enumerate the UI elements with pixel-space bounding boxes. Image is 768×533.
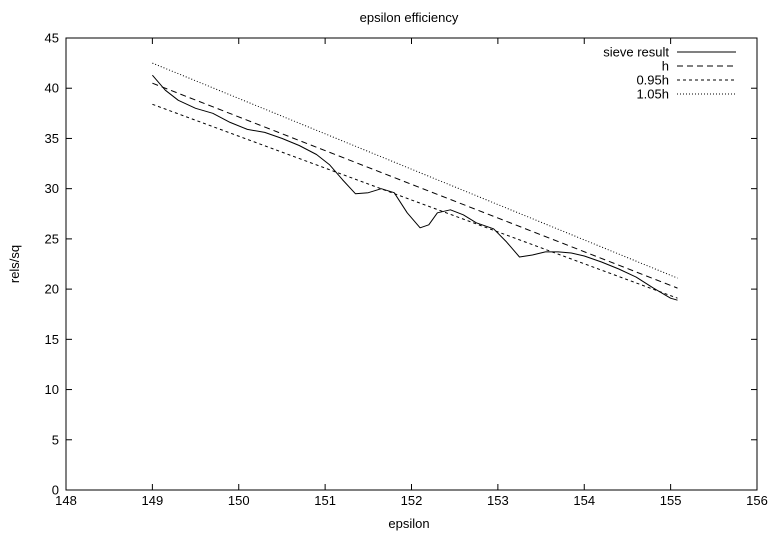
x-tick-label: 156 bbox=[746, 493, 768, 508]
y-axis-ticks: 0 5 10 15 20 25 30 35 40 45 bbox=[45, 31, 757, 498]
y-tick-label: 45 bbox=[45, 31, 59, 46]
x-tick-label: 155 bbox=[660, 493, 682, 508]
x-tick-label: 151 bbox=[314, 493, 336, 508]
y-tick-label: 15 bbox=[45, 332, 59, 347]
legend-label-h: h bbox=[662, 59, 669, 74]
y-axis-label: rels/sq bbox=[7, 245, 22, 283]
chart-title: epsilon efficiency bbox=[360, 10, 459, 25]
series-line-sieve-result bbox=[152, 74, 678, 301]
legend-label-0-95h: 0.95h bbox=[636, 73, 669, 88]
x-tick-label: 148 bbox=[55, 493, 77, 508]
legend-label-1-05h: 1.05h bbox=[636, 87, 669, 102]
plot-frame bbox=[65, 37, 758, 491]
y-tick-label: 5 bbox=[52, 432, 59, 447]
x-tick-label: 149 bbox=[142, 493, 164, 508]
x-tick-label: 152 bbox=[401, 493, 423, 508]
series-line-0-95h bbox=[152, 103, 678, 299]
x-tick-label: 150 bbox=[228, 493, 250, 508]
y-tick-label: 20 bbox=[45, 282, 59, 297]
y-tick-label: 0 bbox=[52, 483, 59, 498]
x-axis-label: epsilon bbox=[388, 516, 429, 531]
legend-label-sieve-result: sieve result bbox=[603, 45, 669, 60]
y-tick-label: 10 bbox=[45, 382, 59, 397]
y-tick-label: 25 bbox=[45, 231, 59, 246]
series-line-h bbox=[152, 82, 678, 289]
x-tick-label: 154 bbox=[573, 493, 595, 508]
series-line-1-05h bbox=[152, 62, 678, 279]
x-axis-ticks: 148 149 150 151 152 153 154 155 156 bbox=[55, 38, 768, 508]
y-tick-label: 30 bbox=[45, 181, 59, 196]
y-tick-label: 35 bbox=[45, 131, 59, 146]
y-tick-label: 40 bbox=[45, 81, 59, 96]
x-tick-label: 153 bbox=[487, 493, 509, 508]
series-layer bbox=[152, 62, 678, 301]
